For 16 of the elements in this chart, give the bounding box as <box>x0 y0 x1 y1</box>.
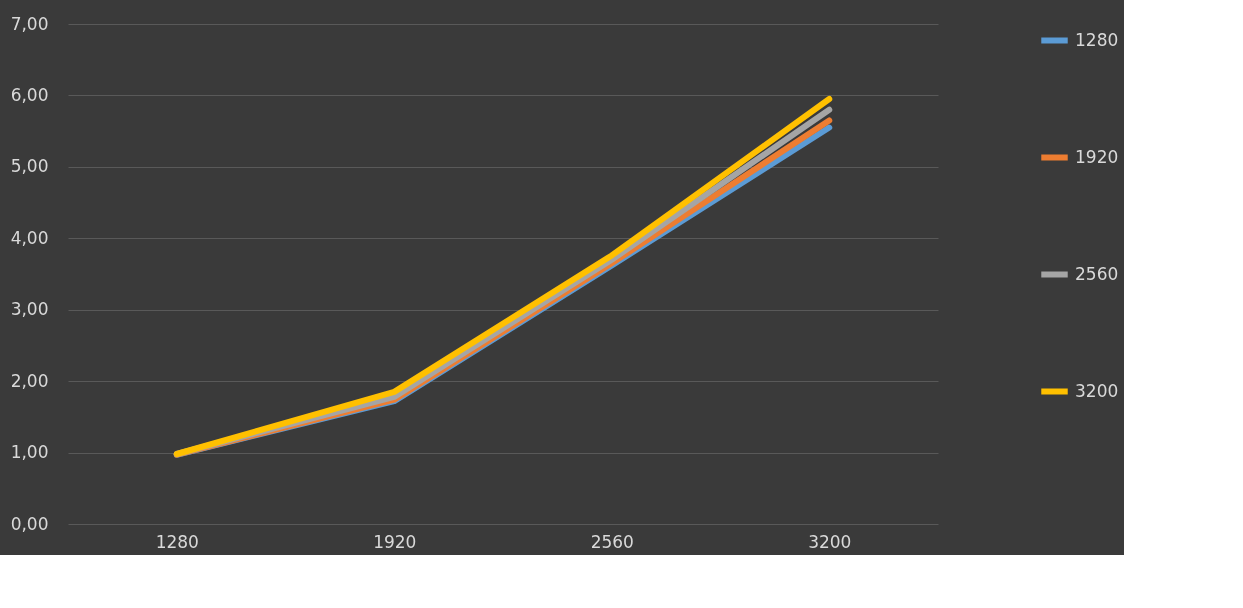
x-tick-label: 1920 <box>373 531 417 552</box>
y-tick-label: 3,00 <box>10 299 49 320</box>
y-tick-label: 4,00 <box>10 227 49 248</box>
legend-label: 2560 <box>1075 263 1119 284</box>
legend-label: 1280 <box>1075 29 1119 50</box>
y-tick-label: 5,00 <box>10 156 49 177</box>
x-tick-label: 3200 <box>808 531 852 552</box>
y-tick-label: 2,00 <box>10 370 49 391</box>
y-tick-label: 1,00 <box>10 442 49 463</box>
legend-label: 1920 <box>1075 146 1119 167</box>
legend-label: 3200 <box>1075 380 1119 401</box>
y-tick-label: 0,00 <box>10 513 49 534</box>
y-tick-label: 6,00 <box>10 84 49 105</box>
x-tick-label: 2560 <box>590 531 634 552</box>
x-tick-label: 1280 <box>155 531 199 552</box>
y-tick-label: 7,00 <box>10 13 49 34</box>
